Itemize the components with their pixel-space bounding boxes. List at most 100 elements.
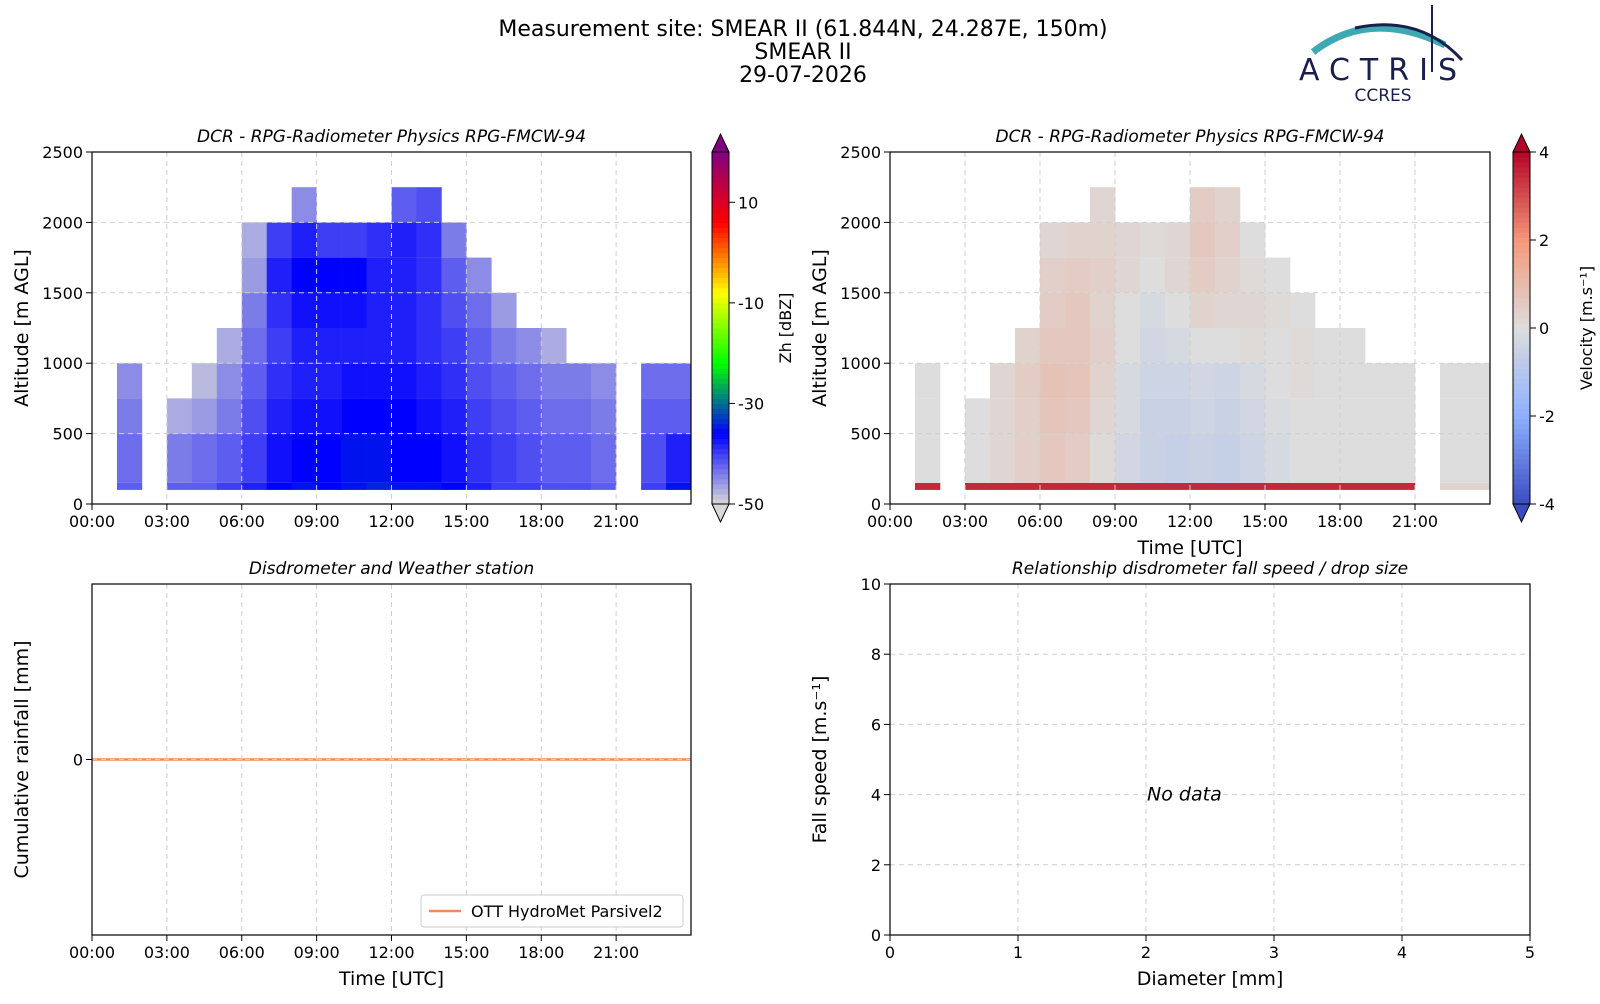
heatmap-cell [1065, 398, 1091, 434]
colorbar-extend-top [711, 132, 730, 153]
plot-frame [889, 583, 1531, 936]
heatmap-cell [1040, 292, 1066, 328]
colorbar-strip [1513, 438, 1530, 445]
colorbar-strip [1513, 433, 1530, 440]
x-tick-label: 09:00 [294, 512, 340, 531]
heatmap-cell [316, 328, 342, 364]
colorbar-strip [712, 277, 729, 284]
heatmap-cell [391, 328, 417, 364]
heatmap-cell [1115, 482, 1141, 490]
x-tick-label: 3 [1269, 943, 1279, 962]
colorbar-strip [1513, 242, 1530, 249]
heatmap-cell [1165, 482, 1191, 490]
legend-box [420, 894, 684, 928]
x-tick-label: 12:00 [368, 512, 414, 531]
heatmap-cell [1065, 363, 1091, 399]
colorbar-strip [712, 182, 729, 188]
heatmap-cell [266, 482, 292, 490]
heatmap-cell [1290, 292, 1316, 328]
panel: 00:00 03:00 06:00 09:00 12:00 15:00 18:00 21:00… [11, 559, 692, 990]
colorbar-strip [712, 458, 729, 465]
heatmap-cell [1040, 398, 1066, 434]
y-tick-label: 10 [861, 575, 881, 594]
x-axis-label: Time [UTC] [1136, 537, 1242, 559]
colorbar-strip [1513, 468, 1530, 475]
plot-frame [91, 583, 692, 936]
colorbar-tick-label: 10 [738, 193, 758, 212]
x-tick-label: 09:00 [1092, 512, 1138, 531]
colorbar-strip [1513, 463, 1530, 470]
heatmap-cell [1240, 222, 1266, 258]
heatmap-cell [1040, 482, 1066, 490]
heatmap-cell [915, 398, 941, 434]
heatmap-cell [1340, 433, 1366, 483]
heatmap-cell [241, 257, 268, 293]
heatmap-cell [1265, 398, 1291, 434]
heatmap-cell [516, 363, 542, 399]
colorbar-strip [712, 398, 729, 404]
y-tick-label: 6 [871, 715, 881, 734]
heatmap-cell [191, 398, 218, 434]
colorbar-strip [712, 378, 729, 384]
heatmap-cell [1190, 328, 1216, 364]
heatmap-cell [291, 363, 317, 399]
colorbar-strip [1513, 333, 1530, 339]
colorbar-strip [1513, 247, 1530, 254]
x-axis-label: Time [UTC] [338, 968, 444, 990]
colorbar-strip [712, 468, 729, 475]
heatmap-cell [915, 433, 941, 483]
heatmap-cell [1315, 482, 1341, 490]
heatmap-cell [116, 363, 143, 399]
colorbar-strip [1513, 408, 1530, 414]
heatmap-cell [491, 292, 517, 328]
x-tick-label: 15:00 [443, 512, 489, 531]
y-tick-label: 1500 [42, 284, 83, 303]
heatmap-cell [266, 433, 292, 483]
heatmap-cell [1140, 328, 1166, 364]
colorbar-strip [1513, 363, 1530, 369]
heatmap-cell [216, 482, 243, 490]
heatmap-cell [341, 292, 367, 328]
colorbar-strip [1513, 413, 1530, 420]
heatmap-cell [441, 433, 467, 483]
heatmap-cell [116, 398, 143, 434]
colorbar-strip [1513, 282, 1530, 289]
heatmap-cell [241, 222, 268, 258]
x-tick-label: 18:00 [518, 943, 564, 962]
colorbar-strip [1513, 262, 1530, 269]
annotation: No data [1147, 784, 1222, 806]
heatmap-cell [166, 482, 193, 490]
plot-frame [91, 151, 692, 505]
heatmap-cell [416, 482, 442, 490]
colorbar-tick-label: 0 [1539, 319, 1549, 338]
colorbar-strip [712, 212, 729, 218]
heatmap-cell [1115, 433, 1141, 483]
colorbar-strip [1513, 488, 1530, 495]
colorbar-strip [1513, 162, 1530, 168]
heatmap-cell [1190, 292, 1216, 328]
logo-arc [1310, 24, 1447, 55]
heatmap-cell [1165, 398, 1191, 434]
heatmap-cell [1465, 398, 1491, 434]
y-tick-label: 2 [871, 856, 881, 875]
logo: ACTRIS CCRES [1299, 5, 1464, 106]
heatmap-cell [216, 363, 243, 399]
heatmap-cell [1215, 328, 1241, 364]
heatmap-cell [366, 222, 392, 258]
heatmap-cell [1065, 433, 1091, 483]
plot-title: DCR - RPG-Radiometer Physics RPG-FMCW-94 [996, 127, 1385, 147]
colorbar-strip [1513, 172, 1530, 178]
heatmap-cell [391, 482, 417, 490]
heatmap-cell [1215, 222, 1241, 258]
heatmap-cell [1240, 363, 1266, 399]
colorbar-strip [1513, 393, 1530, 399]
heatmap-cell [666, 433, 692, 483]
heatmap-cell [1390, 398, 1416, 434]
heatmap-cell [1090, 292, 1116, 328]
heatmap-cell [1240, 433, 1266, 483]
heatmap-cell [1140, 222, 1166, 258]
heatmap-cell [1090, 363, 1116, 399]
colorbar-strip [712, 423, 729, 430]
heatmap-cell [1465, 363, 1491, 399]
